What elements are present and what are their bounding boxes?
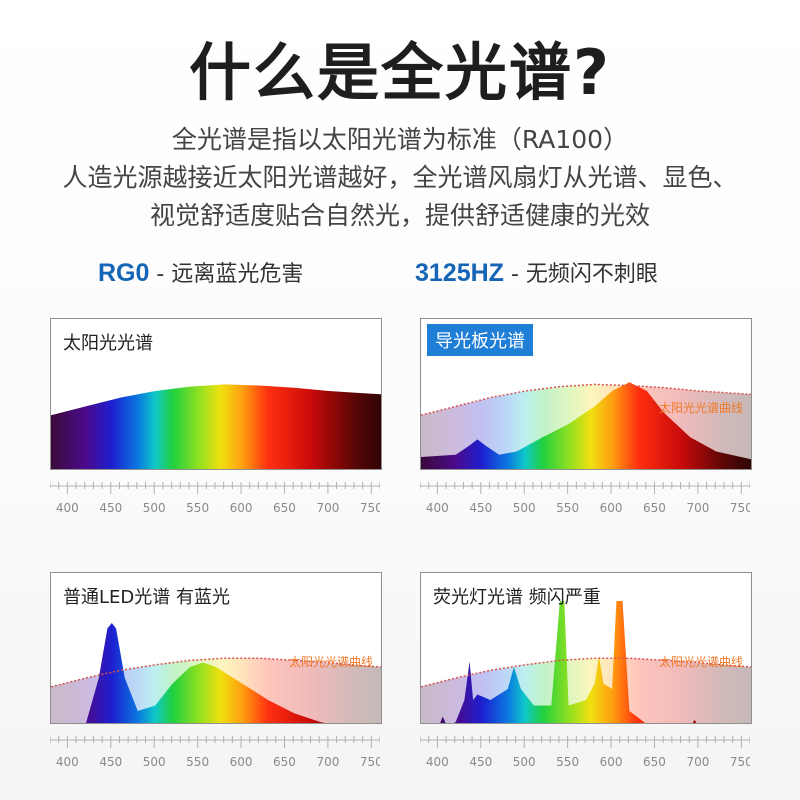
led-spectrum-title: 普通LED光谱 有蓝光	[63, 587, 230, 608]
x-tick-label: 400	[426, 501, 449, 515]
x-tick-label: 400	[426, 755, 449, 769]
feature-frequency: 3125HZ - 无频闪不刺眼	[415, 256, 658, 288]
intro-line-1: 全光谱是指以太阳光谱为标准（RA100）	[171, 125, 629, 154]
fluorescent-spectrum-axis: 400 450 500 550 600 650 700 750	[420, 736, 750, 776]
led-spectrum-panel: 普通LED光谱 有蓝光 太阳光光谱曲线	[50, 572, 382, 724]
feature-rg0: RG0 - 远离蓝光危害	[98, 256, 303, 288]
x-tick-label: 750	[360, 501, 380, 515]
x-tick-label: 700	[686, 501, 709, 515]
light-guide-panel: 导光板光谱 太阳光光谱曲线	[420, 318, 752, 470]
feature-frequency-highlight: 3125HZ	[415, 259, 504, 287]
page-title: 什么是全光谱?	[189, 36, 611, 109]
spectrum-area	[86, 623, 325, 723]
light-guide-axis: 400 450 500 550 600 650 700 750	[420, 482, 750, 522]
x-tick-label: 650	[273, 755, 296, 769]
fluorescent-curve-label: 太阳光光谱曲线	[658, 655, 743, 669]
spectrum-area	[51, 384, 381, 469]
x-tick-label: 650	[643, 501, 666, 515]
x-tick-label: 450	[469, 755, 492, 769]
x-tick-label: 450	[99, 755, 122, 769]
fluorescent-spectrum-title: 荧光灯光谱 频闪严重	[433, 587, 601, 608]
sun-spectrum-axis: 400 450 500 550 600 650 700 750	[50, 482, 380, 522]
sun-spectrum-chart	[51, 384, 381, 469]
x-tick-label: 550	[186, 755, 209, 769]
x-tick-label: 600	[230, 501, 253, 515]
x-tick-label: 750	[730, 501, 750, 515]
light-guide-chart	[421, 382, 751, 469]
spectrum-area	[421, 382, 751, 469]
feature-frequency-text: - 无频闪不刺眼	[503, 262, 658, 287]
x-tick-label: 450	[99, 501, 122, 515]
sun-reference-curve	[421, 657, 751, 688]
intro-line-3: 视觉舒适度贴合自然光，提供舒适健康的光效	[149, 201, 650, 230]
x-tick-label: 750	[730, 755, 750, 769]
sun-spectrum-title: 太阳光光谱	[63, 333, 153, 354]
x-tick-label: 700	[316, 755, 339, 769]
x-tick-label: 450	[469, 501, 492, 515]
x-tick-label: 600	[230, 755, 253, 769]
sun-spectrum-panel: 太阳光光谱	[50, 318, 382, 470]
light-guide-title: 导光板光谱	[427, 324, 533, 356]
feature-rg0-highlight: RG0	[98, 259, 150, 287]
light-guide-curve-label: 太阳光光谱曲线	[658, 401, 743, 415]
x-tick-label: 500	[513, 501, 536, 515]
x-tick-label: 600	[600, 501, 623, 515]
sun-reference-curve	[421, 383, 751, 416]
x-tick-label: 550	[186, 501, 209, 515]
x-tick-label: 650	[643, 755, 666, 769]
x-tick-label: 400	[56, 755, 79, 769]
led-curve-label: 太阳光光谱曲线	[288, 655, 373, 669]
x-tick-label: 600	[600, 755, 623, 769]
x-tick-label: 500	[143, 755, 166, 769]
x-tick-label: 400	[56, 501, 79, 515]
led-spectrum-chart	[51, 623, 381, 723]
x-tick-label: 550	[556, 755, 579, 769]
x-tick-label: 700	[686, 755, 709, 769]
x-tick-label: 750	[360, 755, 380, 769]
fluorescent-spectrum-panel: 荧光灯光谱 频闪严重 太阳光光谱曲线	[420, 572, 752, 724]
x-tick-label: 700	[316, 501, 339, 515]
sun-reference-curve	[51, 657, 381, 688]
x-tick-label: 550	[556, 501, 579, 515]
x-tick-label: 500	[513, 755, 536, 769]
led-spectrum-axis: 400 450 500 550 600 650 700 750	[50, 736, 380, 776]
intro-line-2: 人造光源越接近太阳光谱越好，全光谱风扇灯从光谱、显色、	[62, 163, 738, 192]
spectrum-area	[440, 601, 697, 723]
x-tick-label: 500	[143, 501, 166, 515]
fluorescent-spectrum-chart	[421, 601, 751, 723]
x-tick-label: 650	[273, 501, 296, 515]
feature-rg0-text: - 远离蓝光危害	[149, 262, 304, 287]
